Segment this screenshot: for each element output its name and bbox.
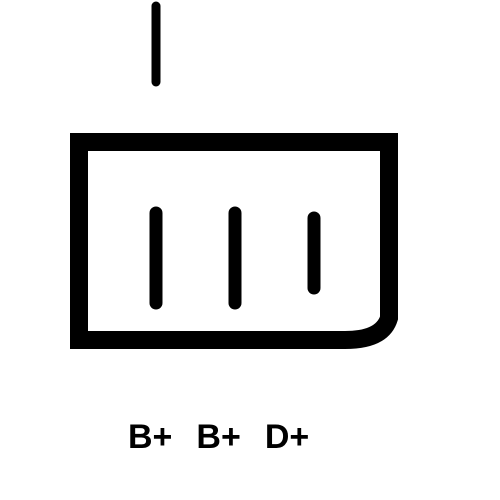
pin-label: D+ bbox=[265, 418, 309, 457]
pin-label: B+ bbox=[196, 418, 240, 457]
pin-label: B+ bbox=[128, 418, 172, 457]
pin-labels-row: B+ B+ D+ bbox=[128, 418, 309, 457]
